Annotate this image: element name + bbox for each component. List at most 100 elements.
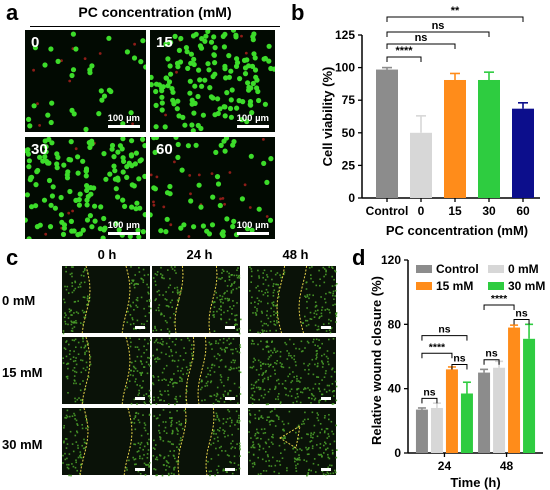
live-cell bbox=[192, 83, 198, 89]
cell-speck bbox=[323, 388, 326, 391]
cell-speck bbox=[179, 355, 182, 357]
cell-speck bbox=[222, 338, 225, 340]
cell-speck bbox=[213, 433, 215, 435]
live-cell bbox=[33, 182, 39, 188]
live-cell bbox=[67, 188, 73, 195]
wound-edge-line bbox=[174, 265, 184, 334]
cell-speck bbox=[318, 339, 320, 341]
cell-speck bbox=[145, 349, 148, 351]
cell-speck bbox=[75, 322, 78, 324]
cell-speck bbox=[143, 454, 145, 456]
cell-speck bbox=[263, 377, 266, 380]
cell-speck bbox=[176, 400, 178, 403]
cell-speck bbox=[282, 366, 285, 369]
cell-speck bbox=[295, 470, 298, 472]
cell-speck bbox=[310, 318, 313, 320]
cell-speck bbox=[275, 362, 278, 365]
cell-speck bbox=[219, 379, 222, 381]
cell-speck bbox=[261, 290, 263, 293]
cell-speck bbox=[268, 446, 271, 448]
cell-speck bbox=[328, 309, 330, 311]
cell-speck bbox=[82, 271, 85, 273]
live-cell bbox=[228, 97, 234, 103]
live-cell bbox=[226, 74, 232, 80]
cell-speck bbox=[234, 319, 236, 321]
cell-speck bbox=[248, 431, 250, 433]
cell-speck bbox=[262, 348, 264, 351]
cell-speck bbox=[163, 378, 166, 380]
live-cell bbox=[140, 38, 146, 44]
cell-speck bbox=[77, 447, 79, 449]
cell-speck bbox=[87, 295, 89, 297]
cell-speck bbox=[314, 344, 316, 346]
cell-speck bbox=[235, 367, 238, 369]
cell-speck bbox=[230, 421, 233, 424]
cell-speck bbox=[209, 381, 212, 384]
cell-speck bbox=[252, 387, 255, 389]
cell-speck bbox=[266, 345, 268, 347]
cell-speck bbox=[223, 401, 226, 403]
cell-speck bbox=[74, 280, 76, 283]
cell-speck bbox=[62, 462, 64, 464]
cell-speck bbox=[136, 370, 139, 372]
cell-speck bbox=[316, 417, 319, 419]
cell-speck bbox=[302, 350, 304, 352]
cell-speck bbox=[231, 446, 234, 448]
cell-speck bbox=[275, 414, 278, 417]
cell-speck bbox=[171, 306, 173, 308]
cell-speck bbox=[220, 376, 223, 378]
cell-speck bbox=[225, 346, 227, 349]
cell-speck bbox=[238, 414, 240, 417]
bar-Control bbox=[478, 372, 491, 453]
live-cell bbox=[249, 110, 255, 116]
cell-speck bbox=[155, 403, 158, 405]
cell-speck bbox=[176, 291, 179, 293]
cell-speck bbox=[252, 465, 254, 468]
cell-speck bbox=[306, 448, 308, 451]
live-cell bbox=[153, 124, 159, 130]
cell-speck bbox=[162, 440, 165, 442]
cell-speck bbox=[164, 390, 166, 392]
cell-speck bbox=[264, 363, 267, 366]
cell-speck bbox=[173, 450, 175, 452]
cell-speck bbox=[332, 304, 334, 306]
live-cell bbox=[190, 128, 196, 132]
live-cell bbox=[189, 122, 195, 128]
cell-speck bbox=[143, 366, 146, 368]
cell-speck bbox=[253, 446, 256, 449]
cell-speck bbox=[146, 300, 148, 302]
cell-speck bbox=[254, 306, 256, 308]
cell-speck bbox=[269, 321, 272, 323]
cell-speck bbox=[130, 282, 133, 284]
live-cell bbox=[143, 64, 146, 70]
live-cell bbox=[185, 65, 191, 71]
cell-speck bbox=[125, 467, 128, 469]
cell-speck bbox=[210, 366, 213, 369]
live-cell bbox=[98, 88, 104, 94]
cell-speck bbox=[237, 267, 239, 269]
cell-speck bbox=[262, 272, 264, 274]
cell-speck bbox=[238, 351, 241, 354]
cell-speck bbox=[146, 320, 148, 322]
cell-speck bbox=[233, 367, 235, 370]
wound-image-background bbox=[62, 266, 150, 333]
cell-speck bbox=[319, 390, 321, 393]
cell-speck bbox=[138, 389, 140, 392]
live-cell bbox=[32, 45, 38, 51]
cell-speck bbox=[331, 403, 334, 405]
cell-speck bbox=[278, 382, 280, 385]
live-cell bbox=[35, 167, 41, 174]
cell-speck bbox=[257, 285, 259, 287]
cell-speck bbox=[170, 349, 172, 351]
cell-speck bbox=[175, 272, 177, 274]
cell-speck bbox=[333, 440, 336, 443]
cell-speck bbox=[223, 395, 225, 397]
cell-speck bbox=[307, 373, 310, 375]
cell-speck bbox=[66, 443, 69, 445]
cell-speck bbox=[171, 299, 173, 302]
cell-speck bbox=[165, 379, 167, 381]
cell-speck bbox=[175, 338, 177, 340]
cell-speck bbox=[231, 419, 233, 422]
cell-speck bbox=[82, 367, 85, 370]
cell-speck bbox=[134, 274, 136, 276]
